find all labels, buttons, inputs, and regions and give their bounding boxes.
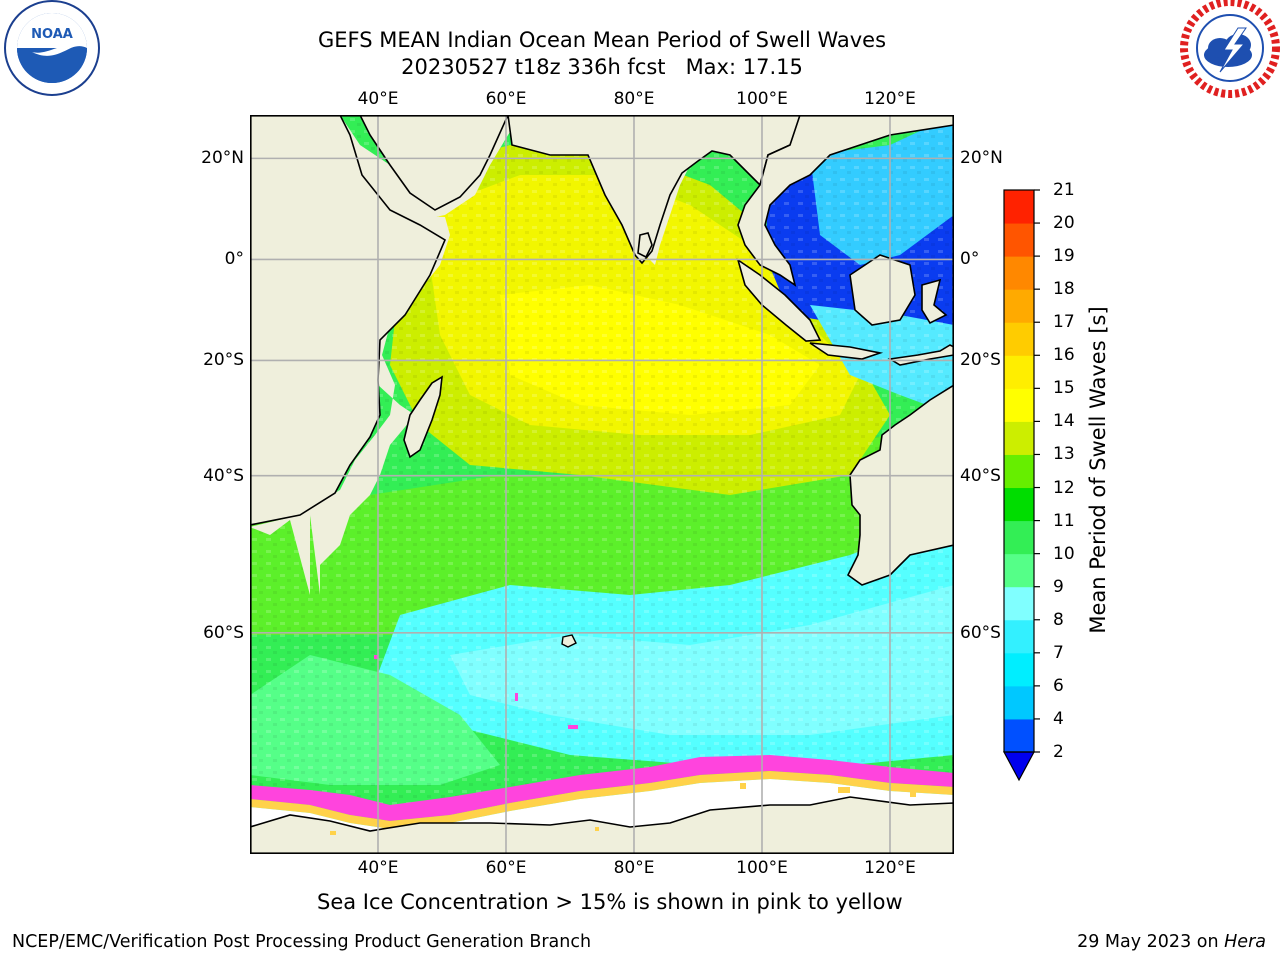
colorbar-segment-6	[1004, 520, 1034, 555]
colorbar-segment-9	[1004, 421, 1034, 455]
colorbar-segment-12	[1004, 322, 1034, 356]
sea-ice-band	[250, 755, 954, 821]
colorbar-segment-14	[1004, 256, 1034, 290]
lat-label-right-1: 0°	[960, 249, 980, 270]
africa-coast	[250, 115, 447, 526]
colorbar-segment-15	[1004, 223, 1034, 257]
australia-land	[846, 384, 954, 586]
title-line-1: GEFS MEAN Indian Ocean Mean Period of Sw…	[317, 28, 887, 52]
footer-host: Hera	[1224, 932, 1266, 952]
map-frame	[250, 115, 954, 854]
colorbar-segment-13	[1004, 289, 1034, 323]
colorbar-label-12: 16	[1053, 345, 1075, 366]
colorbar-label-15: 19	[1053, 246, 1075, 267]
colorbar-segment-10	[1004, 388, 1034, 422]
colorbar	[1002, 189, 1040, 782]
colorbar-label-5: 9	[1053, 576, 1064, 597]
colorbar-label-4: 8	[1053, 609, 1064, 630]
colorbar-label-0: 2	[1053, 742, 1064, 762]
lat-label-left-0: 20°N	[201, 148, 244, 169]
sea-ice-caption: Sea Ice Concentration > 15% is shown in …	[317, 890, 903, 914]
colorbar-label-3: 7	[1053, 642, 1064, 663]
nws-logo-icon	[1180, 0, 1280, 98]
java-land	[809, 342, 884, 360]
lon-label-bottom-1: 60°E	[485, 858, 527, 878]
colorbar-label-8: 12	[1053, 477, 1075, 498]
madagascar-land	[403, 375, 443, 459]
lat-label-right-3: 40°S	[960, 465, 1001, 486]
lat-label-left-3: 40°S	[203, 465, 244, 486]
sumatra-land	[736, 258, 822, 342]
colorbar-segment-4	[1004, 586, 1034, 621]
colorbar-segment-8	[1004, 454, 1034, 489]
colorbar-label-2: 6	[1053, 675, 1064, 696]
lon-label-bottom-4: 120°E	[864, 858, 916, 878]
colorbar-segment-16	[1004, 190, 1034, 224]
lon-label-top-3: 100°E	[736, 89, 788, 109]
colorbar-label-9: 13	[1053, 444, 1075, 465]
lat-label-left-1: 0°	[224, 249, 244, 270]
lon-label-bottom-2: 80°E	[613, 858, 655, 878]
colorbar-segment-1	[1004, 685, 1034, 720]
lon-label-top-4: 120°E	[864, 89, 916, 109]
colorbar-title: Mean Period of Swell Waves [s]	[1086, 306, 1110, 634]
footer-left: NCEP/EMC/Verification Post Processing Pr…	[12, 932, 592, 952]
lat-label-left-2: 20°S	[203, 350, 244, 371]
colorbar-label-1: 4	[1053, 708, 1064, 729]
noaa-logo-icon: NOAA	[4, 0, 100, 96]
noaa-logo-text: NOAA	[31, 27, 73, 42]
sulawesi-land	[921, 278, 948, 325]
colorbar-label-10: 14	[1053, 411, 1075, 432]
colorbar-label-17: 21	[1053, 180, 1075, 200]
lon-label-top-2: 80°E	[613, 89, 655, 109]
antarctica-land	[250, 796, 954, 854]
colorbar-segment-0	[1004, 718, 1034, 753]
colorbar-label-13: 17	[1053, 312, 1075, 333]
title-line-2: 20230527 t18z 336h fcst Max: 17.15	[401, 55, 803, 79]
lat-label-right-4: 60°S	[960, 622, 1001, 643]
sri-lanka-land	[637, 232, 653, 259]
colorbar-segment-11	[1004, 355, 1034, 389]
arabia-land	[359, 115, 509, 211]
lat-label-right-0: 20°N	[960, 148, 1003, 169]
colorbar-segment-3	[1004, 619, 1034, 654]
colorbar-label-6: 10	[1053, 543, 1075, 564]
colorbar-segment-7	[1004, 487, 1034, 522]
lat-label-left-4: 60°S	[203, 622, 244, 643]
colorbar-label-11: 15	[1053, 378, 1075, 399]
kerguelen-land	[561, 634, 577, 648]
colorbar-under-triangle	[1002, 751, 1036, 782]
lat-label-right-2: 20°S	[960, 350, 1001, 371]
map-gridlines	[250, 115, 954, 854]
sea-ice-specks	[330, 655, 916, 835]
southeast-asia-land	[737, 115, 954, 287]
colorbar-label-14: 18	[1053, 279, 1075, 300]
colorbar-frame	[1003, 189, 1035, 753]
lon-label-top-0: 40°E	[357, 89, 399, 109]
colorbar-label-16: 20	[1053, 213, 1075, 234]
colorbar-segment-5	[1004, 553, 1034, 588]
footer-right: 29 May 2023 on Hera	[1077, 932, 1266, 952]
colorbar-label-7: 11	[1053, 510, 1075, 531]
footer-date: 29 May 2023 on	[1077, 932, 1225, 952]
swell-period-map	[250, 115, 954, 854]
colorbar-segment-2	[1004, 652, 1034, 687]
lon-label-top-1: 60°E	[485, 89, 527, 109]
borneo-land	[849, 254, 916, 326]
lon-label-bottom-3: 100°E	[736, 858, 788, 878]
lon-label-bottom-0: 40°E	[357, 858, 399, 878]
